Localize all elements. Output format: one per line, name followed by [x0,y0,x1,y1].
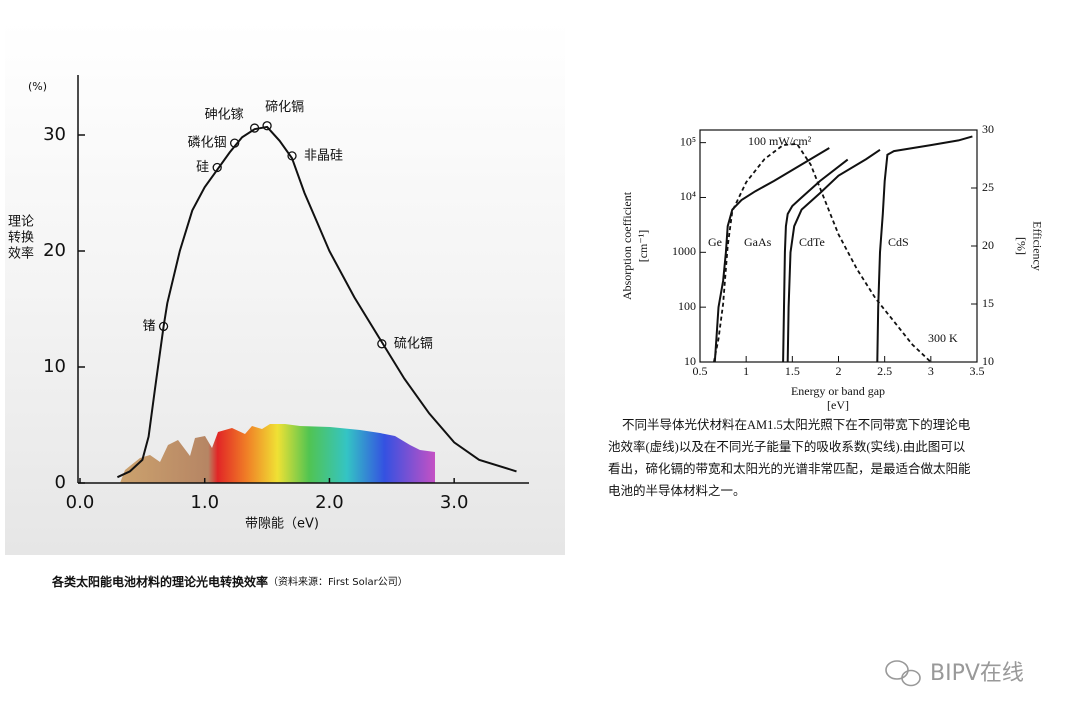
caption-line: 池效率(虚线)以及在不同光子能量下的吸收系数(实线).由此图可以 [608,439,966,454]
y-tick-label: 100 [678,299,696,313]
x-tick-label: 3 [928,364,934,378]
x-tick-label: 1.5 [785,364,800,378]
y2-tick-label: 10 [982,354,994,368]
material-label: 硫化镉 [394,335,433,351]
x-tick-label: 2.0 [315,492,344,513]
x-axis-label: 带隙能（eV) [245,517,319,532]
y-tick-label: 20 [43,240,66,261]
x-axis-label: [eV] [827,398,849,412]
absorption-curve [713,147,830,363]
material-label: 砷化镓 [205,108,244,123]
y-tick-label: 10 [684,354,696,368]
y-axis-label: 效率 [8,246,34,262]
absorption-chart: 0.5 1 1.5 2 2.5 3 3.510100100010⁴10⁵1015202530… [608,122,1044,498]
annotation: 300 K [928,331,958,345]
y-tick-label: 10⁴ [680,189,696,203]
y2-axis-label: Efficiency [1030,221,1044,271]
x-tick-label: 3.5 [970,364,985,378]
y2-axis-label: [%] [1014,237,1028,255]
efficiency-curve [713,142,932,363]
x-tick-label: 1.0 [190,492,219,513]
y2-tick-label: 20 [982,238,994,252]
annotation: 100 mW/cm² [748,134,812,148]
y-axis-label: 转换 [8,231,34,246]
caption-title: 各类太阳能电池材料的理论光电转换效率 [51,574,268,589]
caption: 各类太阳能电池材料的理论光电转换效率（资料来源：First Solar公司） [51,574,408,589]
caption-line: 电池的半导体材料之一。 [608,483,746,498]
material-label: 非晶硅 [304,148,343,163]
y-axis-label: Absorption coefficient [620,191,634,300]
y-unit: (%) [28,80,47,93]
y-tick-label: 1000 [672,244,696,258]
y-tick-label: 10 [43,356,66,377]
efficiency-curve [116,125,517,479]
y-tick-label: 0 [55,472,66,493]
plot-frame [699,129,978,363]
x-axis-label: Energy or band gap [791,384,885,398]
series-label: GaAs [744,235,772,249]
y-axis-label: 理论 [8,215,34,230]
y-tick-label: 10⁵ [680,134,696,148]
watermark: BIPV在线 [930,661,1024,686]
y2-tick-label: 15 [982,296,994,310]
y-axis-label: [cm⁻¹] [636,230,650,263]
caption-line: 看出，碲化镉的带宽和太阳光的光谱非常匹配，是最适合做太阳能 [608,461,971,476]
solar-spectrum [120,424,435,483]
y2-tick-label: 30 [982,122,994,136]
x-tick-label: 1 [743,364,749,378]
x-tick-label: 2 [836,364,842,378]
series-label: CdS [888,235,909,249]
x-tick-label: 3.0 [440,492,469,513]
x-tick-label: 2.5 [877,364,892,378]
absorption-curve [786,148,881,363]
x-tick-label: 0.5 [693,364,708,378]
absorption-curve [876,135,973,363]
caption-source: （资料来源：First Solar公司） [268,575,408,588]
y2-tick-label: 25 [982,180,994,194]
watermark-icon [885,660,921,687]
material-label: 碲化镉 [265,99,304,115]
caption-line: 不同半导体光伏材料在AM1.5太阳光照下在不同带宽下的理论电 [622,417,971,432]
material-label: 硅 [196,160,209,175]
material-label: 锗 [143,319,156,334]
x-tick-label: 0.0 [66,492,95,513]
absorption-curve [782,158,849,363]
material-label: 磷化铟 [188,136,227,151]
y-tick-label: 30 [43,124,66,145]
series-label: CdTe [799,235,825,249]
series-label: Ge [708,235,722,249]
